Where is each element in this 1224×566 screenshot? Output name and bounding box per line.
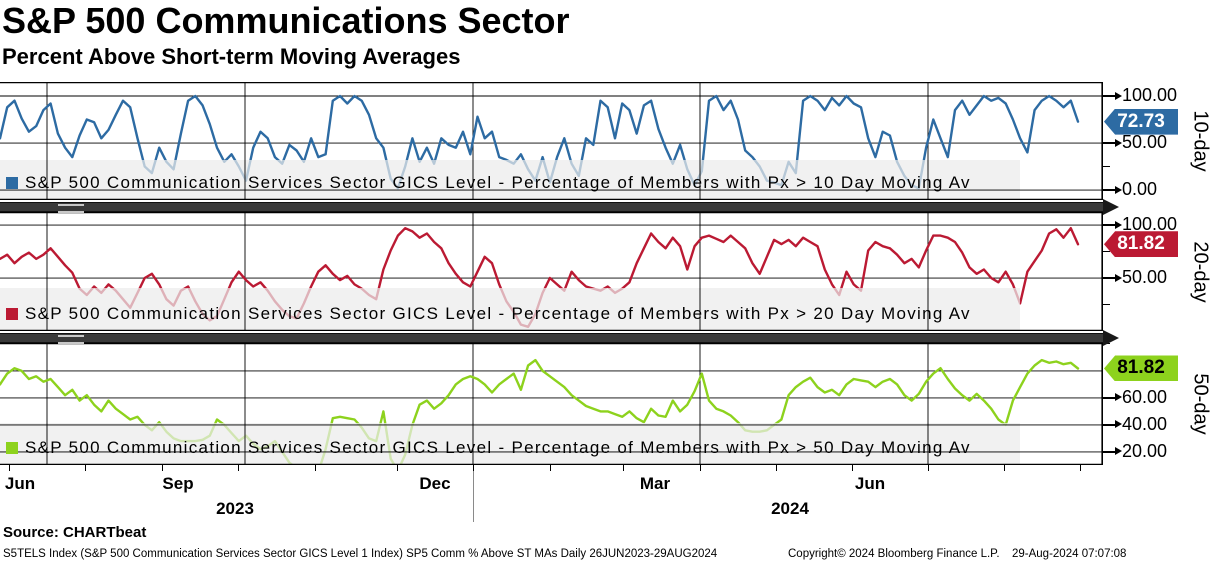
legend-20-day: S&P 500 Communication Services Sector GI… xyxy=(6,304,971,324)
x-axis-tick xyxy=(700,465,701,471)
y-axis-tick xyxy=(1103,189,1116,191)
x-axis-year-label: 2023 xyxy=(216,499,254,518)
y-axis-tick-label: 40.00 xyxy=(1122,413,1168,434)
y-axis-minor-tick xyxy=(1103,250,1110,252)
x-axis-tick xyxy=(397,465,398,471)
panel-axis-title-20-day: 20-day xyxy=(1189,240,1212,303)
x-axis-tick xyxy=(623,465,624,471)
separator-arrow-icon xyxy=(1103,330,1119,346)
y-axis-minor-tick xyxy=(1103,165,1110,167)
x-axis-tick xyxy=(550,465,551,471)
last-value-badge-50-day: 81.82 xyxy=(1104,355,1178,382)
x-axis-tick xyxy=(162,465,163,471)
footer-timestamp: 29-Aug-2024 07:07:08 xyxy=(1012,548,1127,560)
y-axis-tick-arrow-icon xyxy=(1115,420,1122,429)
x-axis-tick xyxy=(852,465,853,471)
y-axis-tick-label: 50.00 xyxy=(1122,267,1168,288)
y-axis-tick-arrow-icon xyxy=(1115,185,1122,194)
legend-50-day: S&P 500 Communication Services Sector GI… xyxy=(6,438,971,458)
y-axis-tick xyxy=(1103,451,1116,453)
legend-label: S&P 500 Communication Services Sector GI… xyxy=(25,173,971,192)
x-axis-tick xyxy=(473,465,474,471)
x-axis-tick xyxy=(315,465,316,471)
x-axis-month-label: Sep xyxy=(162,474,194,493)
plot-area-10-day[interactable] xyxy=(0,82,1103,200)
footer-ticker-info: S5TELS Index (S&P 500 Communication Serv… xyxy=(3,548,718,560)
page-title: S&P 500 Communications Sector xyxy=(2,0,570,41)
y-axis-tick-arrow-icon xyxy=(1115,393,1122,402)
year-separator-line xyxy=(473,470,474,522)
y-axis-tick xyxy=(1103,95,1116,97)
x-axis-tick xyxy=(776,465,777,471)
y-axis-tick-label: 0.00 xyxy=(1122,179,1158,200)
x-axis-year-label: 2024 xyxy=(771,499,809,518)
x-axis-tick xyxy=(928,465,929,471)
y-axis-tick xyxy=(1103,224,1116,226)
y-axis-tick-label: 100.00 xyxy=(1122,85,1178,105)
x-axis-month-label: Jun xyxy=(854,474,886,493)
x-axis-tick xyxy=(1004,465,1005,471)
legend-label: S&P 500 Communication Services Sector GI… xyxy=(25,438,971,457)
y-axis-tick xyxy=(1103,142,1116,144)
x-axis-tick xyxy=(9,465,10,471)
drag-grip-icon[interactable] xyxy=(58,204,84,213)
panel-resize-handle[interactable] xyxy=(0,330,1119,346)
legend-marker-icon xyxy=(6,442,18,454)
y-axis-tick xyxy=(1103,397,1116,399)
x-axis-tick xyxy=(238,465,239,471)
panel-axis-title-50-day: 50-day xyxy=(1189,373,1212,435)
y-axis-tick-label: 60.00 xyxy=(1122,386,1168,407)
x-axis-tick xyxy=(1080,465,1081,471)
y-axis-tick-label: 20.00 xyxy=(1122,440,1168,461)
y-axis-tick xyxy=(1103,424,1116,426)
plot-area-50-day[interactable] xyxy=(0,343,1103,465)
y-axis-tick-arrow-icon xyxy=(1115,273,1122,282)
page-subtitle: Percent Above Short-term Moving Averages xyxy=(2,44,461,69)
separator-arrow-icon xyxy=(1103,199,1119,215)
footer-copyright: Copyright© 2024 Bloomberg Finance L.P. xyxy=(788,548,1000,560)
source-label: Source: CHARTbeat xyxy=(3,524,147,541)
x-axis-month-label: Jun xyxy=(4,474,36,493)
y-axis-tick-label: 100.00 xyxy=(1122,214,1178,235)
x-axis-month-label: Mar xyxy=(639,474,671,493)
legend-marker-icon xyxy=(6,308,18,320)
last-value-badge-10-day: 72.73 xyxy=(1104,108,1178,135)
y-axis-minor-tick xyxy=(1103,303,1110,305)
y-axis-tick-arrow-icon xyxy=(1115,220,1122,229)
y-axis-tick-label: 50.00 xyxy=(1122,132,1168,153)
y-axis-tick-arrow-icon xyxy=(1115,91,1122,100)
legend-marker-icon xyxy=(6,177,18,189)
y-axis-tick-arrow-icon xyxy=(1115,447,1122,456)
last-value-badge-20-day: 81.82 xyxy=(1104,231,1178,258)
panel-axis-title-10-day: 10-day xyxy=(1189,110,1212,172)
legend-label: S&P 500 Communication Services Sector GI… xyxy=(25,304,971,323)
drag-grip-icon[interactable] xyxy=(58,335,84,344)
panel-resize-handle[interactable] xyxy=(0,199,1119,215)
y-axis-tick xyxy=(1103,277,1116,279)
plot-area-20-day[interactable] xyxy=(0,212,1103,331)
x-axis-tick xyxy=(85,465,86,471)
y-axis-tick-arrow-icon xyxy=(1115,138,1122,147)
legend-10-day: S&P 500 Communication Services Sector GI… xyxy=(6,173,971,193)
x-axis-month-label: Dec xyxy=(419,474,451,493)
